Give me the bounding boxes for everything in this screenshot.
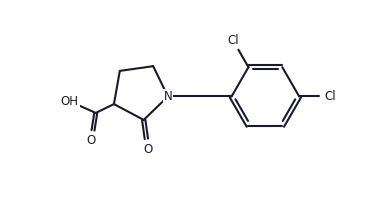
Text: O: O	[143, 143, 152, 155]
Text: Cl: Cl	[227, 34, 239, 47]
Text: O: O	[87, 134, 96, 147]
Text: Cl: Cl	[324, 90, 335, 103]
Text: N: N	[163, 90, 172, 103]
Text: OH: OH	[61, 95, 79, 108]
